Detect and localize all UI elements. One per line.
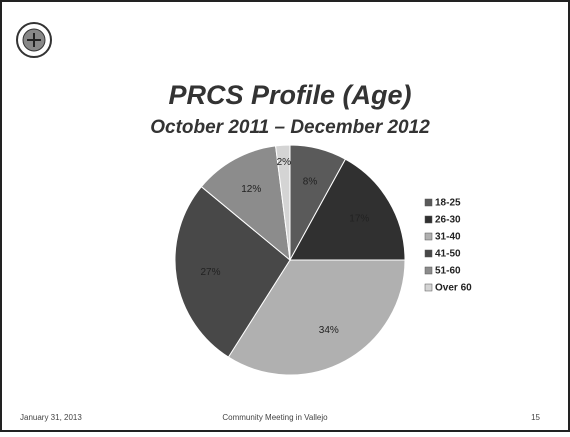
legend-label: 41-50 [435, 249, 461, 260]
pie-slice [174, 185, 291, 358]
chart-subtitle: October 2011 – December 2012 [150, 117, 430, 138]
data-label: 17% [349, 214, 369, 225]
legend-label: Over 60 [435, 283, 472, 294]
pie-slice [200, 145, 291, 262]
chart-title: PRCS Profile (Age) [168, 80, 411, 110]
legend-swatch [424, 198, 433, 207]
logo [16, 22, 52, 58]
data-label: 8% [303, 177, 318, 188]
data-label: 27% [200, 267, 220, 278]
pie-slice [275, 144, 291, 261]
legend-swatch [424, 266, 433, 275]
legend-label: 18-25 [435, 198, 461, 209]
data-label: 2% [277, 157, 292, 168]
legend-swatch [424, 215, 433, 224]
footer-center: Community Meeting in Vallejo [222, 413, 328, 422]
pie-slice [289, 158, 406, 261]
data-label: 12% [241, 184, 261, 195]
legend-label: 31-40 [435, 232, 461, 243]
legend-swatch [424, 249, 433, 258]
footer-date: January 31, 2013 [20, 413, 82, 422]
footer-page: 15 [531, 413, 540, 422]
legend-swatch [424, 232, 433, 241]
data-label: 34% [319, 325, 339, 336]
pie-slice [227, 259, 406, 376]
legend-label: 26-30 [435, 215, 461, 226]
legend-label: 51-60 [435, 266, 461, 277]
legend-swatch [424, 283, 433, 292]
